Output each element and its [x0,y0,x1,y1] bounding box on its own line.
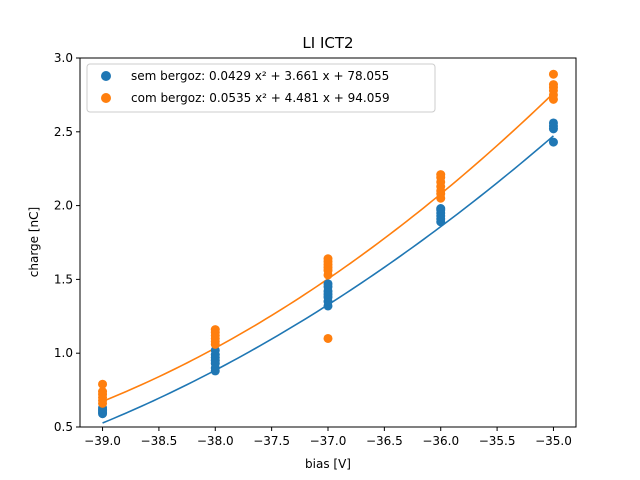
legend-label-com-bergoz: com bergoz: 0.0535 x² + 4.481 x + 94.059 [131,91,390,105]
data-point-series-0 [436,204,446,214]
data-point-series-1 [323,254,333,264]
legend-marker-sem-bergoz [101,71,111,81]
x-tick-label: −35.0 [535,434,572,448]
data-point-series-1 [548,69,558,79]
legend-label-sem-bergoz: sem bergoz: 0.0429 x² + 3.661 x + 78.055 [131,69,389,83]
legend: sem bergoz: 0.0429 x² + 3.661 x + 78.055… [86,63,436,113]
x-tick-label: −37.0 [310,434,347,448]
y-tick-label: 0.5 [54,420,73,434]
x-tick-label: −35.5 [479,434,516,448]
data-point-series-1 [436,170,446,180]
y-tick-label: 3.0 [54,51,73,65]
y-tick-label: 1.0 [54,346,73,360]
data-point-series-0 [548,118,558,128]
data-point-series-1 [210,325,220,335]
data-point-series-1 [98,379,108,389]
data-point-series-0 [323,279,333,289]
y-tick-label: 1.5 [54,272,73,286]
data-point-series-1 [98,387,108,397]
x-tick-label: −38.5 [141,434,178,448]
x-tick-label: −37.5 [253,434,290,448]
chart-title: LI ICT2 [302,34,353,52]
legend-box [86,63,436,113]
x-tick-label: −36.5 [366,434,403,448]
y-tick-label: 2.5 [54,125,73,139]
x-axis-ticks: −39.0 −38.5 −38.0 −37.5 −37.0 −36.5 −36.0 −35.5… [84,427,572,448]
data-point-series-1 [548,80,558,90]
y-axis-label: charge [nC] [27,207,41,277]
data-point-series-0 [548,137,558,147]
y-axis-ticks: 0.5 1.0 1.5 2.0 2.5 3.0 [54,51,80,434]
legend-marker-com-bergoz [101,93,111,103]
x-tick-label: −39.0 [84,434,121,448]
x-tick-label: −36.0 [422,434,459,448]
data-points [98,69,558,419]
y-tick-label: 2.0 [54,199,73,213]
x-tick-label: −38.0 [197,434,234,448]
data-point-series-1 [323,333,333,343]
x-axis-label: bias [V] [305,457,351,471]
